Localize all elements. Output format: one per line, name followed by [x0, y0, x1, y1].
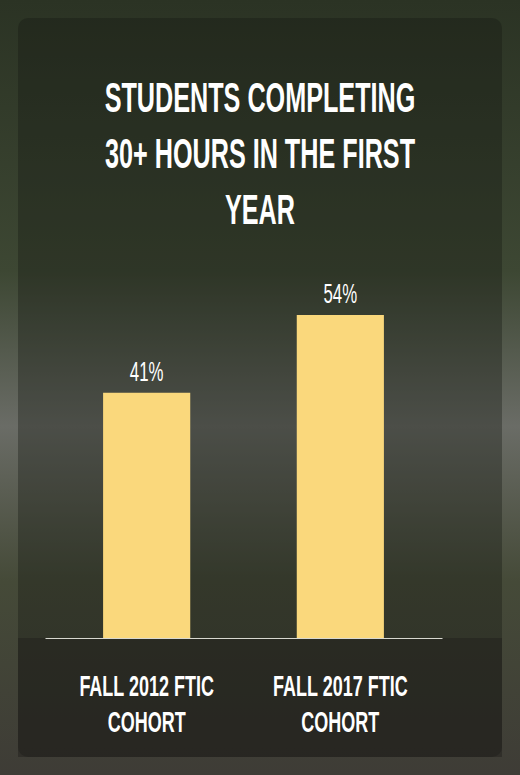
title-group: STUDENTS COMPLETING30+ HOURS IN THE FIRS…	[105, 74, 416, 232]
tick-label: FALL 2017 FTICCOHORT	[273, 669, 408, 738]
data-label: 54%	[324, 278, 358, 310]
tick: FALL 2017 FTICCOHORT	[273, 638, 408, 738]
data-label: 41%	[130, 355, 164, 387]
tick-label: FALL 2012 FTICCOHORT	[79, 669, 214, 738]
tick: FALL 2012 FTICCOHORT	[79, 638, 214, 738]
bars	[103, 315, 384, 638]
footer-band	[18, 638, 502, 757]
title: STUDENTS COMPLETING30+ HOURS IN THE FIRS…	[105, 74, 416, 232]
panel	[18, 18, 502, 757]
chart: STUDENTS COMPLETING30+ HOURS IN THE FIRS…	[0, 0, 520, 775]
axis-line	[46, 638, 443, 639]
bar	[297, 315, 384, 638]
bar	[103, 393, 190, 638]
x-axis: FALL 2012 FTICCOHORT FALL 2017 FTICCOHORT	[46, 638, 443, 738]
background	[0, 0, 520, 775]
data-labels: 41% 54%	[130, 278, 357, 387]
